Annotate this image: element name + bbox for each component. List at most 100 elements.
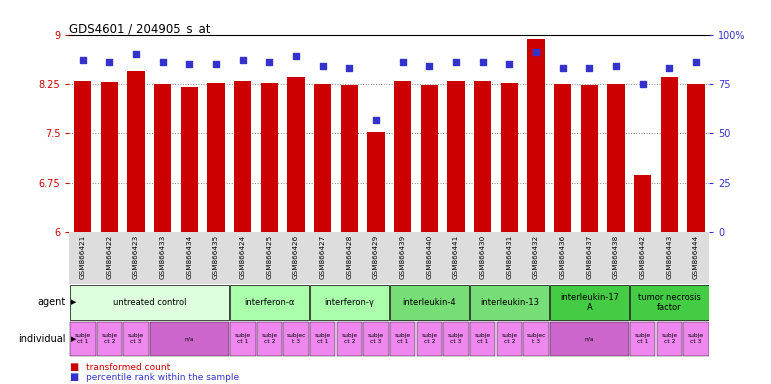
FancyBboxPatch shape [524, 322, 549, 356]
FancyBboxPatch shape [70, 285, 228, 319]
Point [610, 63, 622, 69]
FancyBboxPatch shape [257, 322, 282, 356]
Text: subje
ct 2: subje ct 2 [501, 333, 517, 344]
Point [423, 63, 436, 69]
Bar [261, 83, 278, 232]
Text: subje
ct 1: subje ct 1 [234, 333, 251, 344]
Point [690, 59, 702, 65]
Bar [661, 77, 678, 232]
FancyBboxPatch shape [390, 285, 469, 319]
Point [503, 61, 516, 67]
Text: agent: agent [37, 297, 66, 308]
Text: GSM866427: GSM866427 [320, 235, 325, 279]
Text: GSM866423: GSM866423 [133, 235, 139, 279]
Point [396, 59, 409, 65]
Bar [314, 84, 332, 232]
FancyBboxPatch shape [497, 322, 522, 356]
Text: GSM866444: GSM866444 [693, 235, 699, 279]
Point [663, 65, 675, 71]
Text: GSM866441: GSM866441 [453, 235, 459, 279]
Point [583, 65, 595, 71]
Point [263, 59, 275, 65]
Text: GSM866431: GSM866431 [507, 235, 513, 279]
Text: GSM866422: GSM866422 [106, 235, 113, 279]
Text: interferon-α: interferon-α [244, 298, 295, 307]
FancyBboxPatch shape [363, 322, 389, 356]
FancyBboxPatch shape [310, 322, 335, 356]
FancyBboxPatch shape [69, 232, 709, 284]
Text: GSM866433: GSM866433 [160, 235, 166, 279]
Text: subje
ct 1: subje ct 1 [475, 333, 490, 344]
Text: ▶: ▶ [71, 336, 76, 342]
Text: GDS4601 / 204905_s_at: GDS4601 / 204905_s_at [69, 22, 211, 35]
Text: GSM866439: GSM866439 [399, 235, 406, 279]
Text: individual: individual [18, 334, 66, 344]
Bar [554, 84, 571, 232]
Text: GSM866434: GSM866434 [187, 235, 193, 279]
Text: GSM866443: GSM866443 [666, 235, 672, 279]
Point [317, 63, 329, 69]
Point [290, 53, 302, 60]
Text: subje
ct 2: subje ct 2 [342, 333, 358, 344]
Point [637, 81, 649, 87]
Bar [207, 83, 224, 232]
FancyBboxPatch shape [443, 322, 469, 356]
FancyBboxPatch shape [150, 322, 229, 356]
Text: subje
ct 2: subje ct 2 [261, 333, 278, 344]
FancyBboxPatch shape [470, 322, 496, 356]
Text: GSM866432: GSM866432 [533, 235, 539, 279]
Text: GSM866435: GSM866435 [213, 235, 219, 279]
Text: percentile rank within the sample: percentile rank within the sample [86, 373, 240, 382]
Point [530, 49, 542, 55]
Text: GSM866426: GSM866426 [293, 235, 299, 279]
Bar [180, 87, 198, 232]
Point [370, 116, 382, 122]
Text: GSM866437: GSM866437 [586, 235, 592, 279]
Text: untreated control: untreated control [113, 298, 186, 307]
Point [210, 61, 222, 67]
FancyBboxPatch shape [416, 322, 442, 356]
Bar [74, 81, 92, 232]
FancyBboxPatch shape [550, 285, 628, 319]
Text: ■: ■ [69, 372, 79, 382]
FancyBboxPatch shape [630, 285, 709, 319]
Point [76, 57, 89, 63]
Text: GSM866430: GSM866430 [480, 235, 486, 279]
Point [103, 59, 116, 65]
Text: subjec
t 3: subjec t 3 [286, 333, 306, 344]
Bar [394, 81, 412, 232]
FancyBboxPatch shape [230, 322, 255, 356]
FancyBboxPatch shape [390, 322, 416, 356]
Text: subje
ct 1: subje ct 1 [395, 333, 411, 344]
Text: GSM866421: GSM866421 [79, 235, 86, 279]
FancyBboxPatch shape [123, 322, 149, 356]
Text: ▶: ▶ [71, 300, 76, 305]
Point [157, 59, 169, 65]
FancyBboxPatch shape [630, 322, 655, 356]
FancyBboxPatch shape [683, 322, 709, 356]
Text: interleukin-4: interleukin-4 [402, 298, 456, 307]
Bar [634, 175, 651, 232]
Point [557, 65, 569, 71]
Text: ■: ■ [69, 362, 79, 372]
Point [449, 59, 462, 65]
Text: n/a: n/a [584, 336, 594, 341]
Text: transformed count: transformed count [86, 363, 170, 372]
Text: GSM866425: GSM866425 [266, 235, 272, 279]
Bar [101, 82, 118, 232]
Text: subje
ct 3: subje ct 3 [688, 333, 704, 344]
Point [237, 57, 249, 63]
FancyBboxPatch shape [337, 322, 362, 356]
Point [130, 51, 142, 58]
Text: GSM866428: GSM866428 [346, 235, 352, 279]
Bar [474, 81, 491, 232]
Text: subje
ct 3: subje ct 3 [368, 333, 384, 344]
Bar [288, 78, 305, 232]
Text: GSM866424: GSM866424 [240, 235, 246, 279]
FancyBboxPatch shape [96, 322, 122, 356]
FancyBboxPatch shape [550, 322, 629, 356]
Point [183, 61, 196, 67]
Text: n/a: n/a [185, 336, 194, 341]
Bar [154, 84, 171, 232]
Text: GSM866429: GSM866429 [373, 235, 379, 279]
